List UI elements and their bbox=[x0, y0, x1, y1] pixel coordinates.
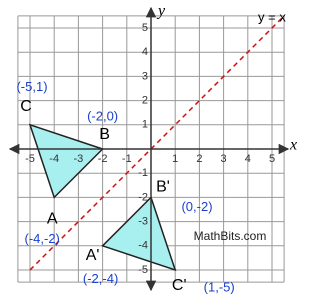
x-tick-label: 5 bbox=[269, 153, 275, 165]
x-tick-label: -1 bbox=[122, 153, 132, 165]
x-tick-label: -4 bbox=[49, 153, 59, 165]
y-tick-label: 2 bbox=[142, 95, 148, 107]
coordinate-plane: x y -5 -4 -3 -2 -1 1 2 3 4 5 -5 -4 -3 -2 -1 1 2 3 4 5 y = x A (… bbox=[8, 3, 297, 294]
x-axis-label: x bbox=[289, 137, 297, 154]
vertex-coord: (1,-5) bbox=[204, 279, 235, 294]
vertex-coord: (-2,-4) bbox=[83, 271, 118, 286]
y-tick-label: -1 bbox=[138, 167, 148, 179]
vertex-coord: (-4,-2) bbox=[25, 231, 60, 246]
triangle bbox=[28, 123, 104, 199]
y-tick-label: 5 bbox=[142, 22, 148, 34]
vertex-coord: (-5,1) bbox=[16, 79, 47, 94]
y-tick-label: -4 bbox=[138, 240, 148, 252]
vertex-name: B bbox=[99, 126, 110, 143]
vertex-name: B' bbox=[156, 179, 170, 196]
x-tick-label: -3 bbox=[74, 153, 84, 165]
y-tick-label: -3 bbox=[138, 216, 148, 228]
y-tick-label: 1 bbox=[142, 119, 148, 131]
watermark: MathBits.com bbox=[194, 229, 267, 243]
x-tick-label: -2 bbox=[98, 153, 108, 165]
vertex-coord: (-2,0) bbox=[87, 108, 118, 123]
mirror-line bbox=[29, 15, 285, 271]
vertex-name: C bbox=[20, 98, 32, 115]
y-tick-label: -2 bbox=[138, 191, 148, 203]
y-tick-label: -5 bbox=[138, 264, 148, 276]
vertex-coord: (0,-2) bbox=[181, 199, 212, 214]
y-axis-label: y bbox=[156, 3, 166, 20]
vertex-name: C' bbox=[172, 277, 187, 294]
y-tick-label: 3 bbox=[142, 70, 148, 82]
x-tick-label: -5 bbox=[25, 153, 35, 165]
x-tick-label: 2 bbox=[196, 153, 202, 165]
y-tick-label: 4 bbox=[142, 46, 148, 58]
triangle bbox=[101, 196, 177, 272]
vertex-name: A' bbox=[86, 247, 100, 264]
x-tick-label: 3 bbox=[221, 153, 227, 165]
vertex-name: A bbox=[47, 211, 58, 228]
mirror-line-label: y = x bbox=[258, 9, 286, 24]
x-tick-label: 1 bbox=[172, 153, 178, 165]
x-tick-label: 4 bbox=[245, 153, 251, 165]
